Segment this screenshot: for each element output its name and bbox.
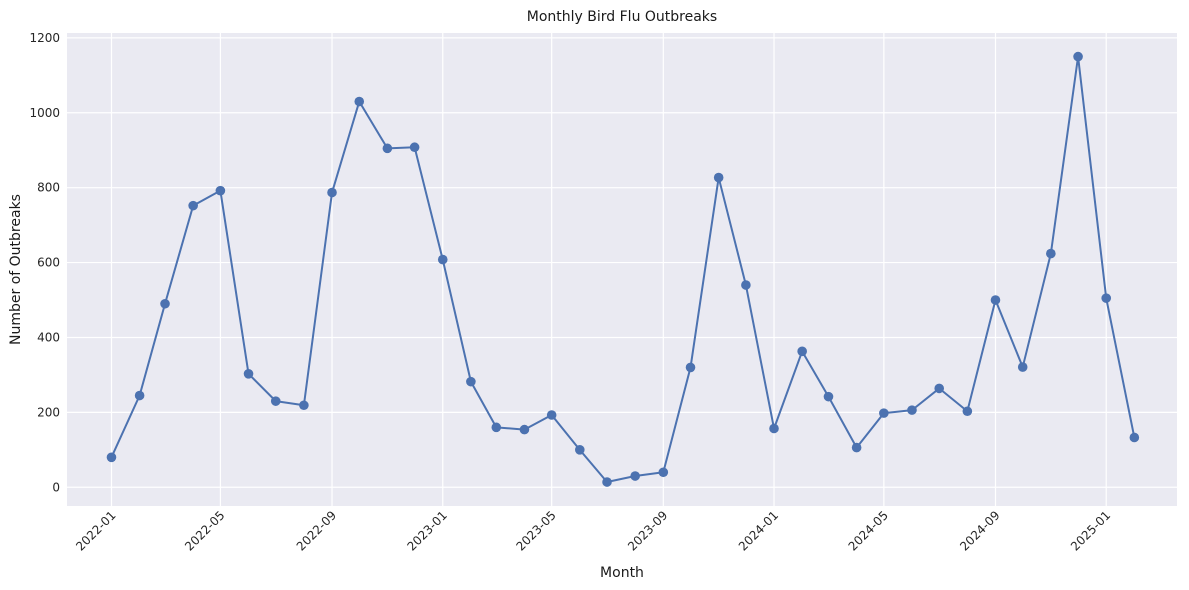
y-tick-label: 400 — [37, 330, 60, 344]
data-point — [934, 383, 945, 394]
grid-lines — [67, 33, 1177, 506]
data-point — [658, 467, 669, 478]
data-point — [546, 410, 557, 420]
x-tick-label: 2023-01 — [405, 508, 450, 553]
plot-area — [67, 33, 1177, 506]
data-point — [160, 298, 170, 309]
y-tick-label: 1200 — [29, 31, 60, 45]
data-point — [797, 346, 807, 357]
y-tick-label: 0 — [52, 480, 60, 494]
data-point — [437, 254, 448, 265]
x-tick-label: 2022-01 — [73, 508, 118, 553]
data-point — [327, 187, 337, 198]
data-point — [907, 405, 917, 415]
data-point — [602, 477, 612, 487]
x-tick-label: 2022-09 — [294, 508, 339, 553]
x-axis-label: Month — [600, 565, 644, 581]
data-point — [354, 96, 365, 107]
x-tick-label: 2024-09 — [957, 508, 1002, 553]
data-point — [215, 185, 226, 196]
y-tick-label: 800 — [37, 181, 60, 195]
data-point — [106, 452, 117, 463]
data-point — [823, 391, 834, 402]
y-tick-label: 1000 — [29, 106, 60, 120]
data-point — [491, 422, 502, 433]
data-point — [741, 280, 751, 290]
data-point — [879, 408, 889, 418]
data-point — [382, 143, 393, 154]
chart-title: Monthly Bird Flu Outbreaks — [527, 9, 717, 25]
data-point — [990, 295, 1001, 305]
data-point — [1129, 432, 1140, 443]
data-point — [409, 142, 420, 153]
data-point — [134, 390, 145, 401]
x-tick-label: 2024-05 — [846, 508, 891, 553]
data-point — [466, 376, 476, 387]
x-tick-label: 2022-05 — [182, 508, 227, 553]
data-point — [519, 424, 530, 435]
y-axis-label: Number of Outbreaks — [8, 194, 24, 345]
data-point — [243, 369, 254, 379]
x-tick-label: 2024-01 — [736, 508, 781, 553]
data-points — [106, 51, 1140, 487]
y-tick-label: 600 — [37, 256, 60, 270]
data-point — [851, 442, 862, 453]
data-point — [630, 471, 640, 481]
data-point — [575, 445, 585, 455]
data-point — [1046, 248, 1056, 259]
data-point — [1101, 293, 1112, 303]
x-tick-label: 2023-09 — [625, 508, 670, 553]
data-point — [1017, 362, 1028, 372]
data-point — [769, 423, 779, 434]
data-point — [188, 200, 198, 211]
data-point — [270, 396, 281, 406]
x-tick-label: 2023-05 — [513, 508, 558, 553]
y-tick-label: 200 — [37, 405, 60, 419]
data-point — [1073, 51, 1083, 62]
x-tick-label: 2025-01 — [1068, 508, 1113, 553]
data-point — [299, 400, 309, 411]
data-point — [713, 172, 724, 183]
data-point — [685, 362, 696, 373]
data-point — [962, 406, 973, 417]
